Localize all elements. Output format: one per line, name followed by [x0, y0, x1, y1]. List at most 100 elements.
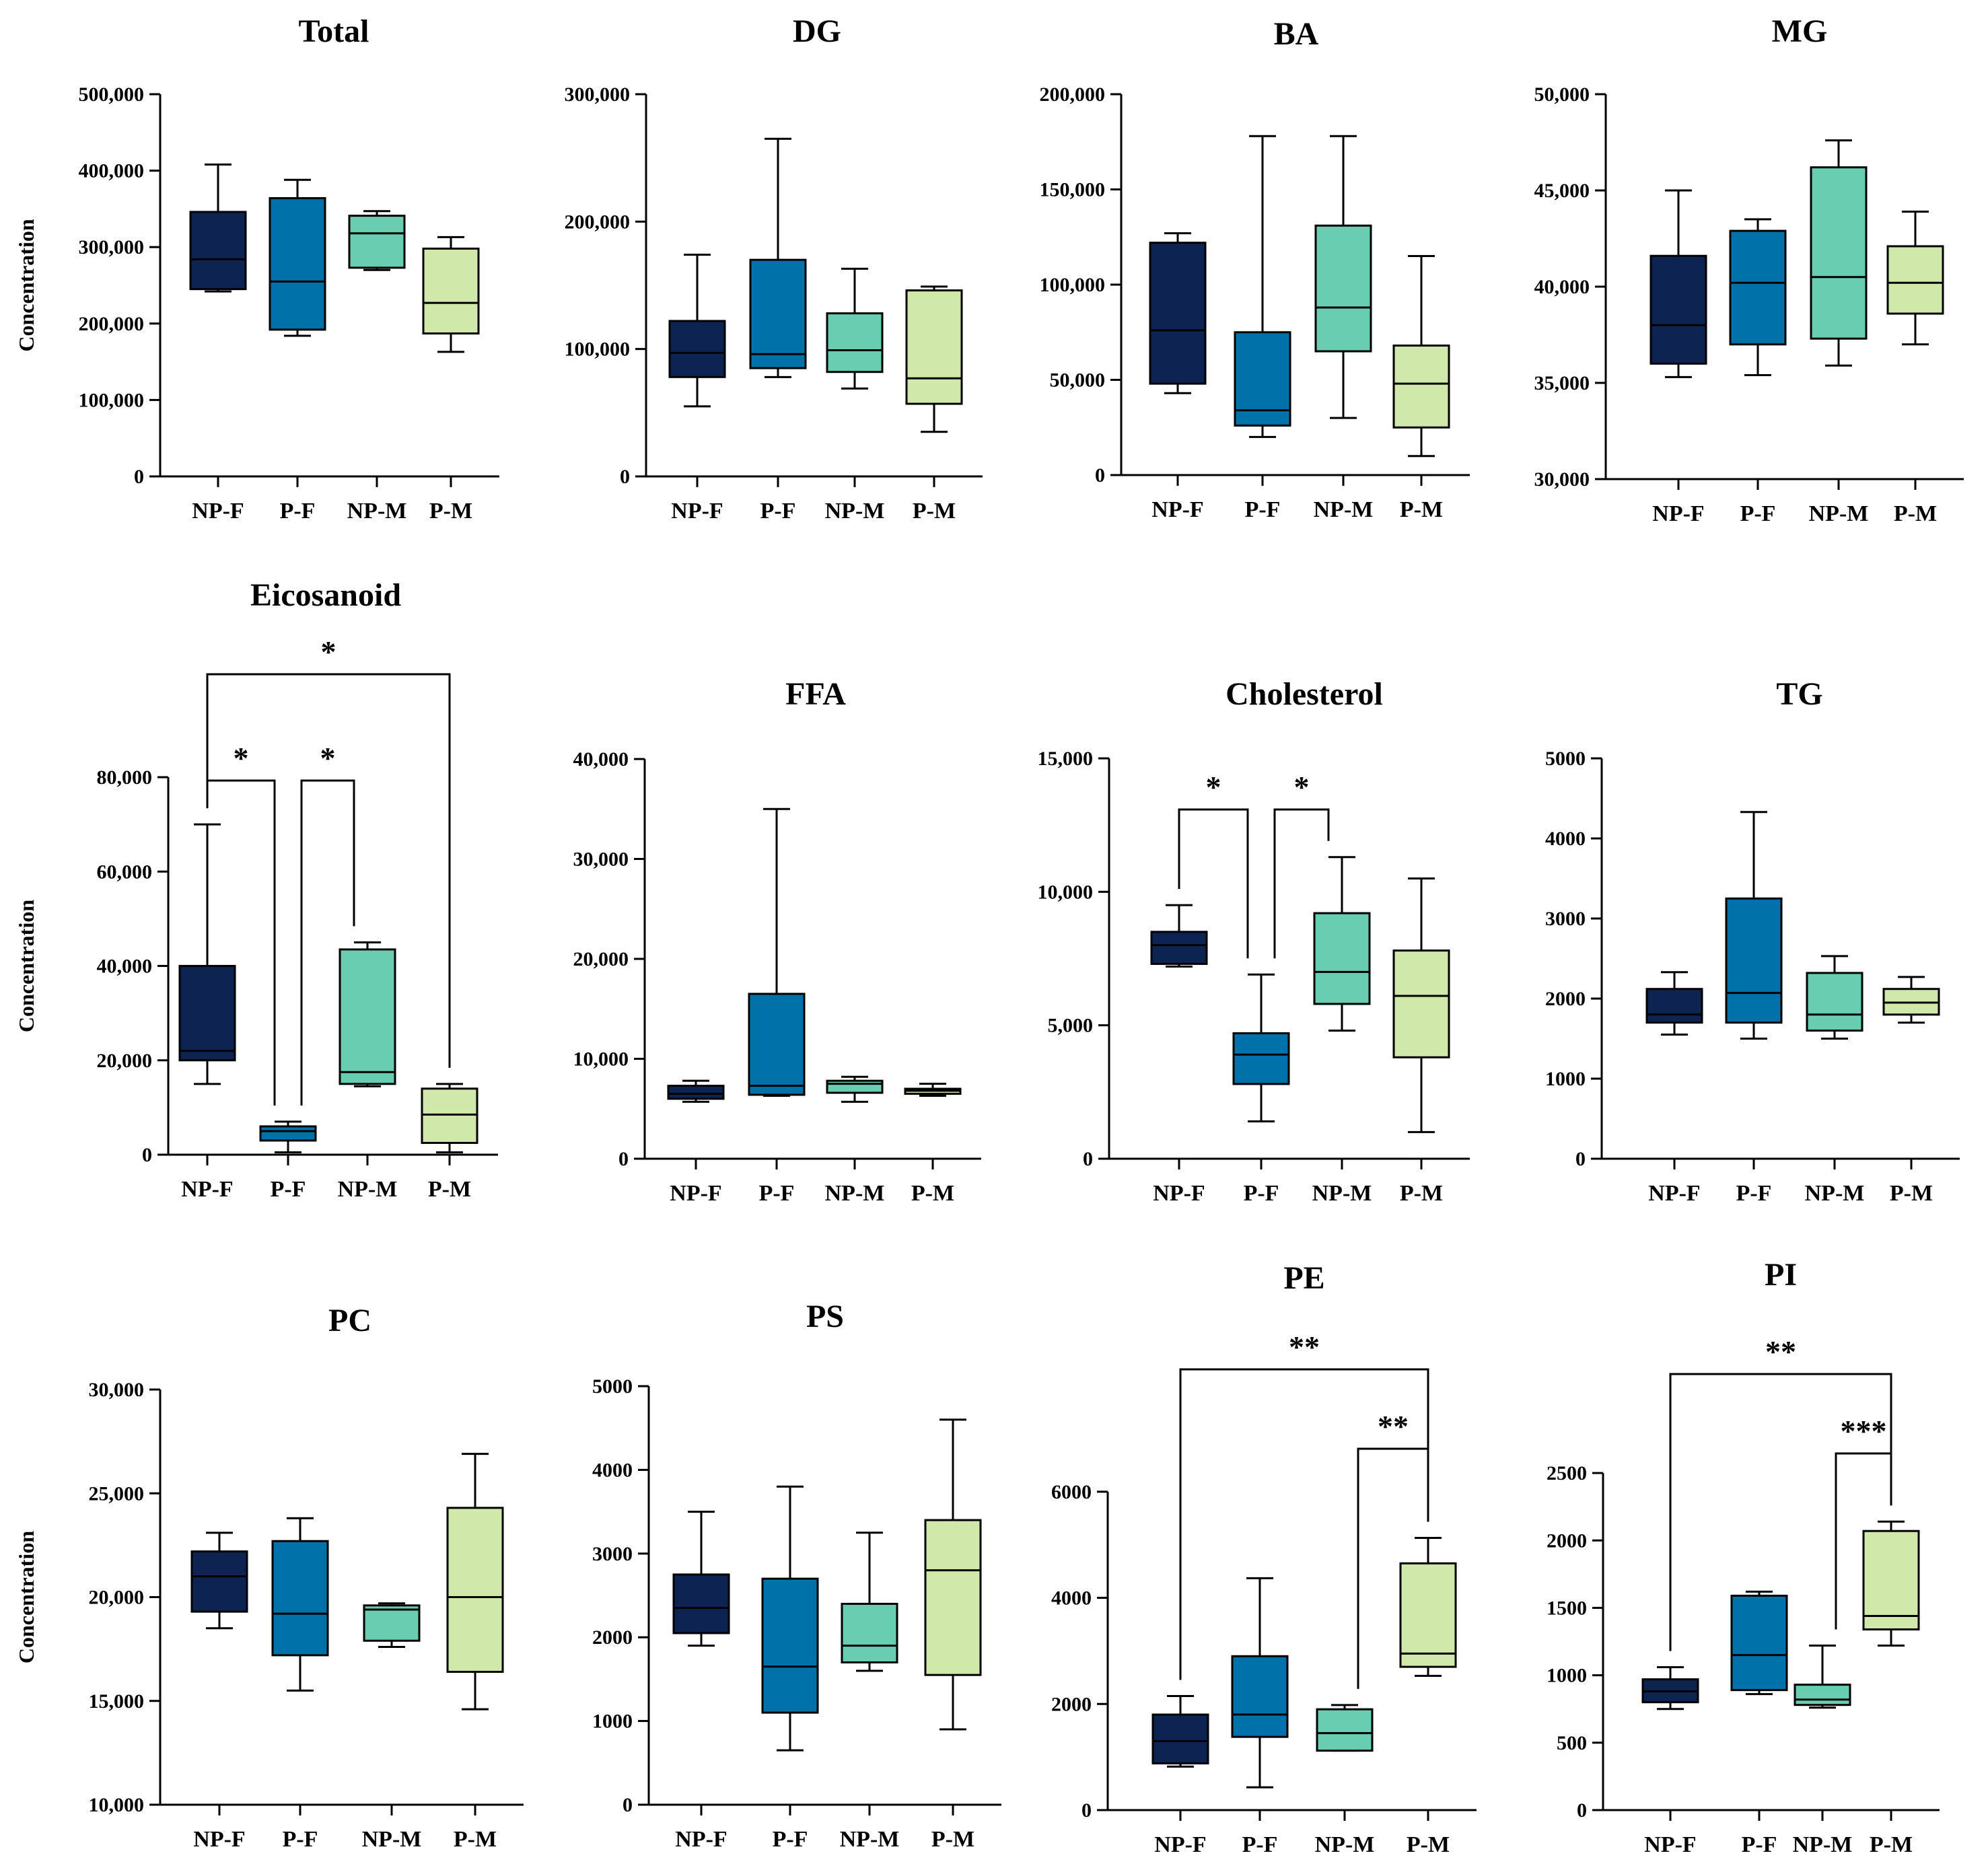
box-np-m	[1810, 139, 1868, 367]
y-tick-label: 2000	[1545, 988, 1586, 1010]
y-tick-label: 50,000	[1050, 369, 1106, 392]
chart-panel-ffa: FFA 0 10,000 20,000 30,000 40,000 NP-F P-F NP-M P…	[573, 676, 981, 1206]
y-tick-label: 30,000	[1534, 468, 1590, 491]
box-iqr	[271, 1540, 329, 1657]
x-tick-label-p-m: P-M	[1400, 497, 1443, 522]
y-tick-label: 0	[142, 1144, 152, 1166]
y-tick-label: 30,000	[573, 849, 629, 871]
box-iqr	[1886, 245, 1944, 315]
y-tick-label: 100,000	[565, 338, 631, 361]
y-tick-label: 0	[1577, 1799, 1587, 1822]
y-tick-label: 2000	[592, 1626, 633, 1649]
y-axis-label: Concentration	[14, 1531, 38, 1664]
x-tick-label-p-f: P-F	[1736, 1181, 1772, 1206]
x-tick-label-p-m: P-M	[1894, 501, 1937, 526]
box-iqr	[1234, 331, 1291, 427]
significance-bracket	[206, 673, 451, 1068]
box-iqr	[749, 258, 807, 369]
y-tick-label: 0	[134, 466, 144, 488]
y-axis-label: Concentration	[14, 219, 38, 352]
y-tick-label: 0	[620, 466, 630, 488]
box-np-f	[667, 1079, 725, 1103]
box-np-f	[668, 254, 726, 408]
box-iqr	[1806, 972, 1863, 1032]
x-tick-label-p-f: P-F	[1242, 1832, 1278, 1857]
box-np-m	[826, 267, 884, 390]
chart-panel-eicosanoid: Eicosanoid 0 20,000 40,000 60,000 80,000 Conce…	[14, 577, 498, 1202]
box-np-f	[1641, 1666, 1699, 1711]
y-tick-label: 3000	[592, 1543, 633, 1565]
x-tick-label-np-f: NP-F	[675, 1827, 727, 1852]
y-tick-label: 400,000	[79, 160, 145, 182]
x-tick-label-np-m: NP-M	[362, 1827, 422, 1852]
x-tick-label-p-f: P-F	[271, 1177, 306, 1202]
box-iqr	[1313, 912, 1371, 1005]
y-tick-label: 5,000	[1048, 1015, 1094, 1037]
box-np-f	[190, 1532, 248, 1630]
y-tick-label: 300,000	[79, 236, 145, 258]
y-tick-label: 100,000	[1040, 274, 1106, 296]
y-tick-label: 0	[618, 1148, 629, 1170]
y-tick-label: 20,000	[573, 948, 629, 970]
box-p-m	[1882, 976, 1940, 1024]
box-p-m	[446, 1453, 504, 1711]
x-tick-label-p-f: P-F	[773, 1827, 808, 1852]
box-iqr	[1232, 1032, 1290, 1085]
box-p-m	[421, 1083, 478, 1153]
y-tick-label: 2000	[1547, 1529, 1587, 1552]
x-tick-label-np-m: NP-M	[1809, 501, 1869, 526]
x-tick-label-np-m: NP-M	[347, 499, 407, 524]
box-p-f	[748, 807, 806, 1097]
y-tick-label: 300,000	[565, 83, 631, 106]
box-iqr	[1810, 166, 1868, 340]
y-tick-label: 150,000	[1040, 179, 1106, 201]
x-tick-label-p-m: P-M	[428, 1177, 471, 1202]
box-np-m	[826, 1075, 884, 1103]
box-np-m	[841, 1532, 898, 1672]
y-tick-label: 80,000	[97, 766, 153, 789]
y-tick-label: 500,000	[79, 83, 145, 106]
box-np-m	[1794, 1645, 1851, 1709]
y-tick-label: 15,000	[89, 1690, 145, 1713]
y-axis-label: Concentration	[14, 900, 38, 1033]
chart-panel-dg: DG 0 100,000 200,000 300,000 NP-F P-F NP-M P-M	[565, 13, 983, 524]
y-tick-label: 1000	[592, 1711, 633, 1733]
significance-bracket	[1273, 808, 1330, 959]
chart-title: Total	[299, 13, 369, 49]
x-tick-label-np-f: NP-F	[193, 1827, 245, 1852]
box-iqr	[667, 1085, 725, 1100]
chart-panel-cholesterol: Cholesterol 0 5,000 10,000 15,000 NP-F P-F NP-M…	[1038, 676, 1470, 1206]
significance-label: **	[1289, 1330, 1320, 1364]
box-iqr	[1392, 949, 1450, 1058]
box-p-m	[1392, 877, 1450, 1133]
chart-title: FFA	[785, 676, 846, 712]
box-p-m	[1886, 210, 1944, 346]
y-tick-label: 2500	[1547, 1462, 1587, 1484]
box-iqr	[1729, 229, 1787, 346]
x-tick-label-np-m: NP-M	[1312, 1181, 1372, 1206]
box-p-f	[749, 137, 807, 378]
box-p-f	[1234, 135, 1291, 438]
box-np-f	[178, 823, 236, 1085]
box-p-m	[905, 285, 963, 433]
y-tick-label: 10,000	[1038, 881, 1094, 903]
y-tick-label: 1000	[1545, 1068, 1586, 1090]
x-tick-label-p-f: P-F	[1740, 501, 1776, 526]
box-np-f	[189, 164, 247, 293]
box-p-m	[1392, 255, 1450, 458]
y-tick-label: 50,000	[1534, 83, 1590, 106]
significance-label: ***	[1841, 1414, 1887, 1448]
x-tick-label-p-m: P-M	[911, 1181, 954, 1206]
x-tick-label-p-m: P-M	[454, 1827, 497, 1852]
box-p-f	[1232, 973, 1290, 1122]
x-tick-label-np-f: NP-F	[1652, 501, 1704, 526]
x-tick-label-p-m: P-M	[1400, 1181, 1443, 1206]
chart-panel-total: Total 0 100,000 200,000 300,000 400,000 500,00…	[14, 13, 499, 524]
y-tick-label: 0	[1575, 1148, 1586, 1170]
x-tick-label-np-m: NP-M	[825, 1181, 885, 1206]
y-tick-label: 0	[1083, 1148, 1093, 1170]
y-tick-label: 200,000	[1040, 83, 1106, 106]
chart-panel-tg: TG 0 1000 2000 3000 4000 5000 NP-F P-F NP-M P-M	[1545, 676, 1960, 1206]
box-iqr	[348, 215, 406, 269]
x-tick-label-np-f: NP-F	[671, 499, 723, 524]
